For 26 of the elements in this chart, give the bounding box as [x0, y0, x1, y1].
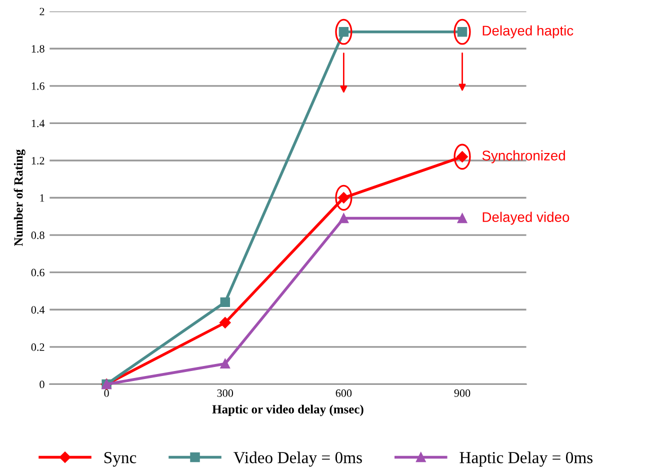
x-tick-label: 0: [104, 389, 109, 397]
y-tick-label: 0: [40, 380, 44, 388]
y-tick-label: 0.2: [31, 343, 44, 351]
point: [220, 358, 230, 369]
y-tick-label: 2: [40, 8, 44, 16]
legend-label: Sync: [104, 452, 136, 467]
annotation: Delayed video: [482, 212, 570, 225]
y-tick-label: 1.4: [32, 120, 45, 128]
annotation: Synchronized: [482, 150, 565, 164]
legend-label: Haptic Delay = 0ms: [460, 452, 593, 467]
y-tick-label: 0.8: [31, 232, 44, 240]
y-tick-label: 1.8: [32, 45, 44, 53]
y-tick-label: 0.6: [31, 268, 44, 276]
point: [338, 213, 349, 224]
annotation: Delayed haptic: [482, 25, 574, 38]
y-tick-label: 1.6: [32, 82, 44, 90]
y-axis-title: Number of Rating: [14, 149, 26, 246]
y-tick-label: 0.4: [31, 306, 45, 314]
x-tick-label: 600: [336, 389, 352, 397]
y-tick-label: 1.2: [32, 156, 44, 164]
legend-label: Video Delay = 0ms: [234, 452, 362, 467]
point: [457, 213, 468, 224]
x-tick-label: 300: [217, 389, 234, 397]
y-tick-label: 1: [40, 194, 44, 202]
x-axis-title: Haptic or video delay (msec): [212, 404, 364, 416]
x-tick-label: 900: [454, 389, 470, 397]
